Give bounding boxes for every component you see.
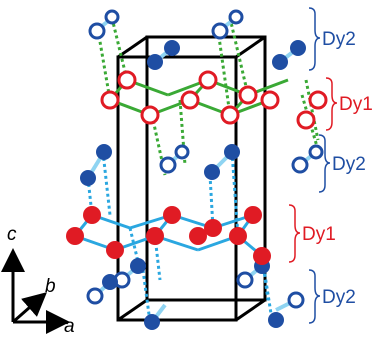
brace-dy1-upper [325, 77, 338, 131]
axis-label-c: c [7, 224, 17, 245]
brace-dy2-middle [318, 134, 331, 193]
dy2-filled-atoms [80, 40, 306, 330]
upper-dotted-links [96, 17, 320, 176]
braces [288, 7, 338, 324]
brace-dy2-top [308, 7, 321, 71]
dy1-filled-atoms [66, 206, 271, 265]
axis-label-b: b [45, 276, 56, 297]
label-dy2-middle: Dy2 [332, 154, 366, 175]
label-dy2-bottom: Dy2 [322, 287, 356, 308]
label-dy2-top: Dy2 [322, 29, 356, 50]
brace-dy1-lower [288, 204, 301, 263]
brace-dy2-bottom [308, 269, 321, 324]
dy1-open-atoms [100, 70, 328, 130]
lower-dotted-links [86, 151, 274, 323]
axis-label-a: a [64, 316, 75, 337]
b-axis-arrow [12, 292, 48, 324]
axes [1, 248, 70, 334]
label-dy1-lower: Dy1 [302, 224, 336, 245]
label-dy1-upper: Dy1 [339, 94, 373, 115]
